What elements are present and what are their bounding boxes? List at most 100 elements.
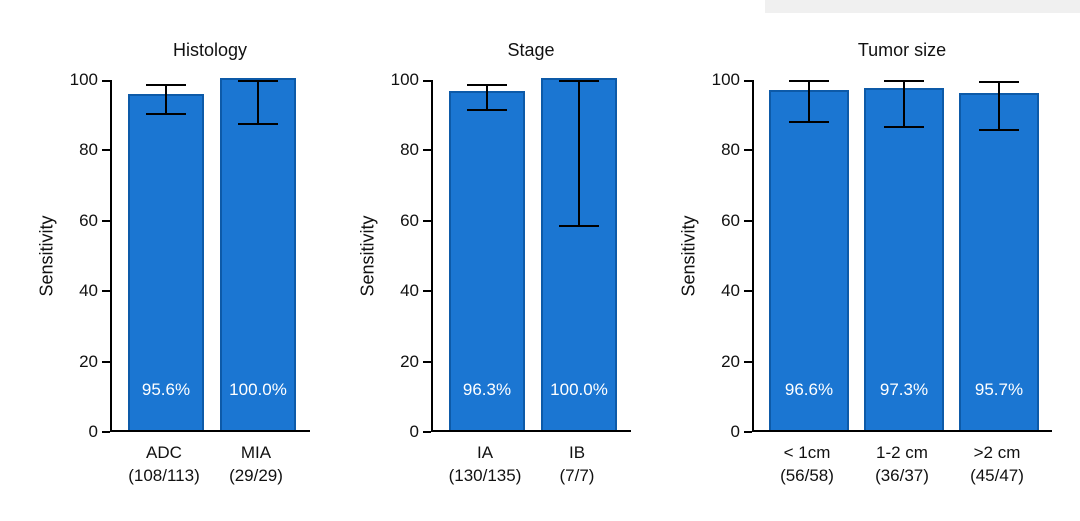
- y-tick: [744, 149, 752, 152]
- x-tick-fraction: (36/37): [875, 466, 929, 485]
- y-tick: [102, 219, 110, 222]
- y-tick: [423, 360, 431, 363]
- x-tick-label: MIA (29/29): [210, 441, 302, 487]
- y-tick-label: 20: [79, 351, 98, 371]
- plot-area: 0 20 40 60 80 100 95.6% 100.0%: [70, 70, 310, 441]
- chart-tumor-size: Tumor size Sensitivity 0 20 40 60 80 100 96.6%…: [676, 38, 1052, 521]
- y-tick-label: 20: [721, 351, 740, 371]
- plot-area: 0 20 40 60 80 100 96.3% 100.0%: [391, 70, 631, 441]
- error-bar-line: [578, 80, 580, 227]
- y-tick-label: 80: [400, 140, 419, 160]
- error-bar-line: [903, 80, 905, 128]
- y-tick: [423, 431, 431, 433]
- error-bar-line: [486, 84, 488, 111]
- y-tick-label: 20: [400, 351, 419, 371]
- bar-value-label: 97.3%: [879, 380, 929, 399]
- plot-wrap: 0 20 40 60 80 100 96.3% 100.0%: [391, 70, 631, 441]
- error-bar-line: [998, 82, 1000, 130]
- error-bar-cap: [979, 128, 1019, 131]
- x-tick-category: IB: [568, 443, 586, 462]
- y-tick: [423, 80, 431, 82]
- chart-body: Sensitivity 0 20 40 60 80 100 96.3% 100.0%: [355, 70, 631, 441]
- y-tick-label: 0: [409, 422, 419, 441]
- y-tick: [102, 290, 110, 293]
- y-axis-title: Sensitivity: [676, 80, 702, 432]
- y-tick: [744, 80, 752, 82]
- y-axis-title: Sensitivity: [355, 80, 381, 432]
- x-tick-category: < 1cm: [783, 443, 831, 462]
- x-tick-fraction: (108/113): [128, 466, 200, 485]
- x-tick-label: < 1cm (56/58): [760, 441, 855, 487]
- bar-value-label: 95.7%: [974, 380, 1024, 399]
- y-tick: [102, 80, 110, 82]
- error-bar-cap: [467, 83, 507, 86]
- error-bar-cap: [559, 225, 599, 228]
- bar-value-label: 100.0%: [229, 380, 287, 399]
- y-tick: [423, 149, 431, 152]
- y-tick-label: 100: [390, 70, 419, 89]
- y-tick-label: 100: [711, 70, 740, 89]
- error-bar-line: [165, 84, 167, 115]
- y-tick: [423, 290, 431, 293]
- y-tick: [423, 219, 431, 222]
- y-tick: [102, 149, 110, 152]
- y-tick: [744, 360, 752, 363]
- x-tick-label: ADC (108/113): [118, 441, 210, 487]
- plot-wrap: 0 20 40 60 80 100 96.6% 97.3% 95.7%: [712, 70, 1052, 441]
- error-bar-line: [808, 80, 810, 123]
- bar: 95.6%: [128, 93, 204, 430]
- bar: 96.6%: [769, 89, 849, 430]
- chart-histology: Histology Sensitivity 0 20 40 60 80 100 95.6% 1…: [34, 38, 310, 521]
- y-axis-title: Sensitivity: [34, 80, 60, 432]
- error-bar-cap: [238, 122, 278, 125]
- x-axis-labels: < 1cm (56/58) 1-2 cm (36/37) >2 cm (45/47): [752, 441, 1052, 493]
- y-tick-label: 80: [79, 140, 98, 160]
- y-tick-label: 0: [730, 422, 740, 441]
- bar-value-label: 95.6%: [141, 380, 191, 399]
- x-tick-category: MIA: [240, 443, 272, 462]
- y-axis-title-text: Sensitivity: [357, 215, 378, 297]
- bar-value-label: 96.3%: [462, 380, 512, 399]
- bar: 100.0%: [220, 78, 296, 430]
- x-tick-label: IA (130/135): [439, 441, 531, 487]
- chart-title: Tumor size: [857, 40, 947, 60]
- error-bar-cap: [146, 83, 186, 86]
- y-axis-title-text: Sensitivity: [678, 215, 699, 297]
- chart-body: Sensitivity 0 20 40 60 80 100 95.6% 100.0%: [34, 70, 310, 441]
- x-tick-fraction: (130/135): [448, 466, 522, 485]
- y-tick: [744, 431, 752, 433]
- x-tick-fraction: (56/58): [780, 466, 834, 485]
- bar-value-label: 96.6%: [784, 380, 834, 399]
- error-bar-cap: [146, 113, 186, 116]
- x-tick-label: 1-2 cm (36/37): [855, 441, 950, 487]
- x-tick-fraction: (7/7): [559, 466, 595, 485]
- bar: 96.3%: [449, 91, 525, 430]
- chart-title: Histology: [172, 40, 248, 60]
- plot-area: 0 20 40 60 80 100 96.6% 97.3% 95.7%: [712, 70, 1052, 441]
- error-bar-cap: [559, 80, 599, 82]
- chart-title: Stage: [507, 40, 555, 60]
- error-bar-cap: [789, 80, 829, 82]
- x-axis-labels: ADC (108/113) MIA (29/29): [110, 441, 310, 493]
- error-bar-cap: [979, 81, 1019, 84]
- y-tick: [102, 360, 110, 363]
- x-tick-label: >2 cm (45/47): [950, 441, 1045, 487]
- error-bar-cap: [884, 126, 924, 129]
- y-tick-label: 80: [721, 140, 740, 160]
- y-tick-label: 40: [721, 281, 740, 301]
- y-tick-label: 100: [69, 70, 98, 89]
- y-axis-title-text: Sensitivity: [36, 215, 57, 297]
- background-strip: [765, 0, 1080, 13]
- chart-stage: Stage Sensitivity 0 20 40 60 80 100 96.3% 100.0…: [355, 38, 631, 521]
- x-axis-labels: IA (130/135) IB (7/7): [431, 441, 631, 493]
- y-tick: [744, 290, 752, 293]
- plot-wrap: 0 20 40 60 80 100 95.6% 100.0%: [70, 70, 310, 441]
- y-tick-label: 60: [721, 210, 740, 230]
- y-tick: [102, 431, 110, 433]
- error-bar-cap: [238, 80, 278, 82]
- x-tick-category: >2 cm: [973, 443, 1021, 462]
- chart-body: Sensitivity 0 20 40 60 80 100 96.6% 97.3% 95.7%: [676, 70, 1052, 441]
- error-bar-line: [257, 80, 259, 124]
- y-tick-label: 40: [79, 281, 98, 301]
